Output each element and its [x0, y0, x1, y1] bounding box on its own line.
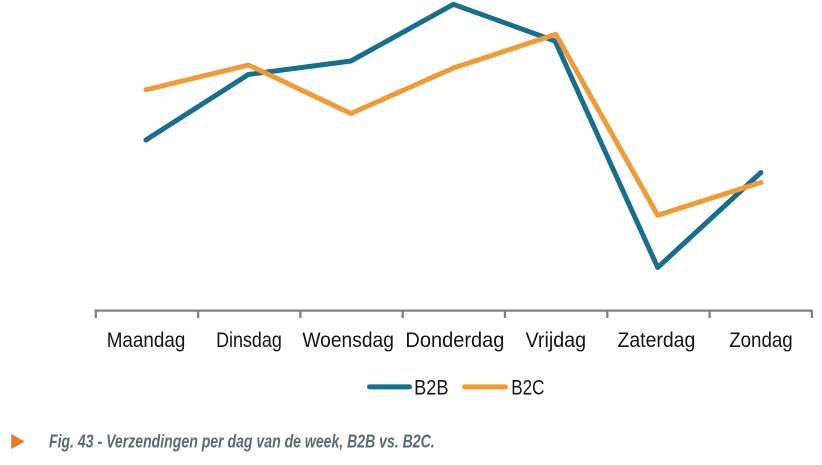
svg-text:Maandag: Maandag [107, 329, 186, 352]
svg-text:Fig. 43 - Verzendingen per dag: Fig. 43 - Verzendingen per dag van de we… [49, 432, 435, 452]
svg-text:B2B: B2B [414, 376, 448, 399]
svg-text:Donderdag: Donderdag [405, 329, 504, 352]
svg-text:Zondag: Zondag [729, 329, 793, 352]
svg-text:Zaterdag: Zaterdag [618, 329, 696, 352]
svg-text:Woensdag: Woensdag [302, 329, 394, 352]
svg-text:Vrijdag: Vrijdag [526, 329, 587, 352]
svg-text:Dinsdag: Dinsdag [216, 329, 282, 352]
svg-text:B2C: B2C [511, 376, 544, 399]
